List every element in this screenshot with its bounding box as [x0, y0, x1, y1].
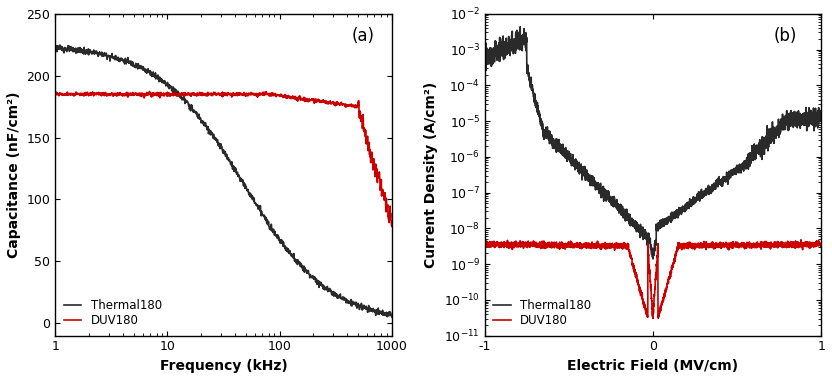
DUV180 — [196, 90, 206, 95]
DUV180 — [107, 93, 117, 97]
DUV180 — [816, 242, 826, 247]
DUV180 — [480, 237, 490, 242]
Thermal180 — [480, 52, 490, 57]
Thermal180 — [609, 203, 619, 207]
Thermal180 — [515, 24, 525, 29]
DUV180 — [50, 91, 60, 95]
Legend: Thermal180, DUV180: Thermal180, DUV180 — [491, 297, 593, 330]
DUV180 — [235, 91, 245, 96]
DUV180 — [518, 243, 528, 248]
DUV180 — [164, 90, 174, 95]
DUV180 — [227, 92, 237, 96]
Thermal180 — [518, 36, 528, 40]
Thermal180 — [623, 217, 633, 221]
Y-axis label: Current Density (A/cm²): Current Density (A/cm²) — [424, 82, 438, 268]
DUV180 — [95, 92, 105, 97]
DUV180 — [538, 242, 548, 247]
Line: DUV180: DUV180 — [55, 92, 392, 226]
Thermal180 — [648, 256, 658, 261]
X-axis label: Electric Field (MV/cm): Electric Field (MV/cm) — [567, 359, 739, 373]
X-axis label: Frequency (kHz): Frequency (kHz) — [160, 359, 287, 373]
Line: Thermal180: Thermal180 — [485, 27, 821, 259]
DUV180 — [387, 224, 397, 229]
Line: Thermal180: Thermal180 — [55, 45, 392, 317]
Thermal180 — [55, 43, 65, 48]
Thermal180 — [107, 54, 117, 58]
Thermal180 — [387, 315, 397, 319]
Thermal180 — [95, 52, 105, 56]
DUV180 — [145, 89, 155, 94]
Thermal180 — [227, 164, 237, 168]
DUV180 — [810, 242, 820, 247]
Y-axis label: Capacitance (nF/cm²): Capacitance (nF/cm²) — [7, 92, 21, 258]
DUV180 — [623, 242, 633, 246]
Text: (a): (a) — [351, 27, 374, 44]
Thermal180 — [50, 48, 60, 52]
Thermal180 — [774, 117, 784, 122]
DUV180 — [774, 242, 784, 247]
Thermal180 — [816, 119, 826, 124]
Line: DUV180: DUV180 — [485, 239, 821, 318]
Thermal180 — [235, 174, 245, 179]
Thermal180 — [810, 109, 820, 114]
Thermal180 — [196, 119, 206, 124]
Text: (b): (b) — [774, 27, 797, 44]
DUV180 — [648, 316, 658, 321]
Legend: Thermal180, DUV180: Thermal180, DUV180 — [61, 297, 164, 330]
Thermal180 — [164, 82, 174, 87]
DUV180 — [480, 243, 490, 247]
Thermal180 — [538, 127, 548, 131]
DUV180 — [609, 245, 619, 250]
